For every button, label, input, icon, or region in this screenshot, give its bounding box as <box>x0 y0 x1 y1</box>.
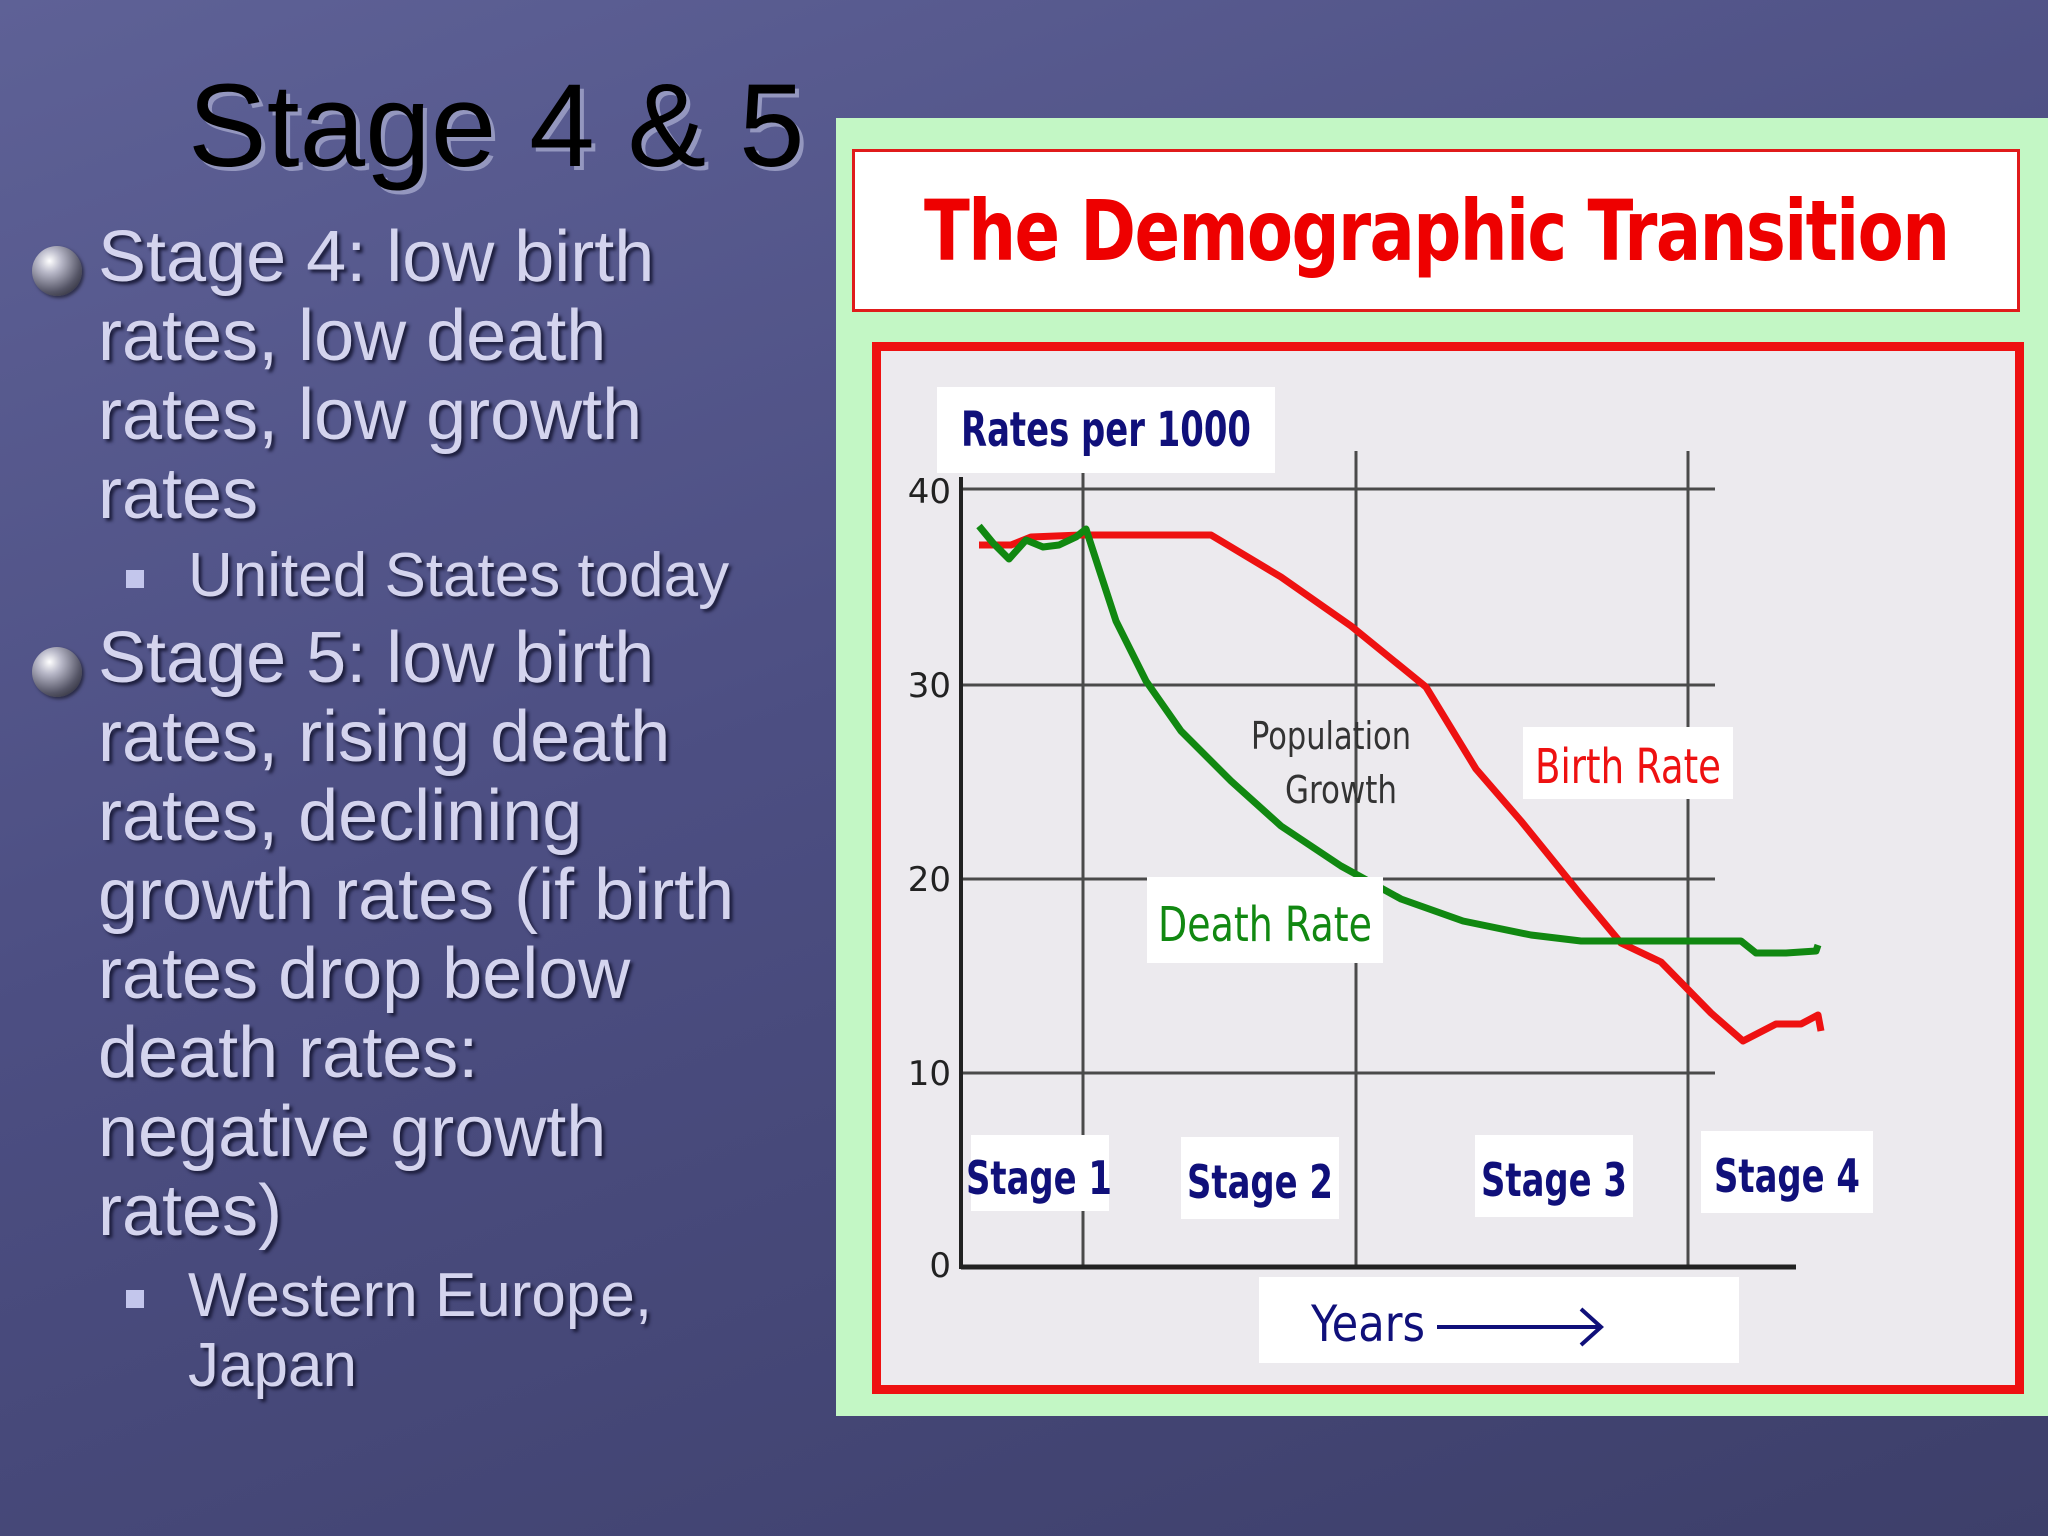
y-tick-label: 40 <box>908 472 951 512</box>
death-rate-curve <box>976 523 1822 957</box>
years-label: Years <box>1310 1295 1425 1353</box>
death-rate-label-box <box>1147 877 1383 963</box>
birth-rate-label-box <box>1523 727 1733 799</box>
gridlines <box>963 451 1715 1266</box>
slide-title: Stage 4 & 5 <box>188 60 805 192</box>
y-tick-label: 20 <box>908 860 951 900</box>
arrow-right-icon <box>1437 1307 1604 1347</box>
rates-label-box <box>937 387 1275 473</box>
bullet-line: rates, low death <box>98 296 607 376</box>
years-label-box <box>1259 1277 1739 1363</box>
bullet-line: Stage 4: low birth <box>98 217 655 297</box>
figure-title-box: The Demographic Transition <box>852 149 2020 312</box>
figure-title: The Demographic Transition <box>923 181 1950 280</box>
sphere-bullet-icon <box>32 246 82 296</box>
bullet-line: Stage 5: low birth <box>98 618 655 698</box>
sub-bullet-line: Western Europe, <box>188 1261 653 1330</box>
stage-label: Stage 1 <box>966 1151 1112 1205</box>
y-tick-label: 30 <box>908 666 951 706</box>
bullet-line: rates) <box>98 1171 283 1251</box>
bullet-line: negative growth <box>98 1092 607 1172</box>
stage-label-box <box>971 1135 1109 1211</box>
y-tick-label: 10 <box>908 1054 951 1094</box>
bullet-line: rates, declining <box>98 776 583 856</box>
rates-per-1000-label: Rates per 1000 <box>961 402 1251 458</box>
bullet-line: rates, rising death <box>98 697 671 777</box>
square-bullet-icon <box>126 1290 144 1308</box>
bullet-list: Stage 4: low birth rates, low death rate… <box>30 218 830 1401</box>
y-tick-label: 0 <box>929 1246 951 1286</box>
population-growth-label: Population <box>1251 714 1411 758</box>
bullet-line: death rates: <box>98 1013 479 1093</box>
bullet-stage-4: Stage 4: low birth rates, low death rate… <box>30 218 830 534</box>
sphere-bullet-icon <box>32 647 82 697</box>
death-rate-label: Death Rate <box>1158 897 1372 953</box>
bullet-line: rates drop below <box>98 934 631 1014</box>
chart-frame: 40 30 20 10 0 Rates per 1000 Population … <box>872 342 2024 1394</box>
bullet-line: growth rates (if birth <box>98 855 735 935</box>
birth-rate-label: Birth Rate <box>1535 739 1721 795</box>
bullet-stage-5: Stage 5: low birth rates, rising death r… <box>30 619 830 1251</box>
bullet-line: rates <box>98 454 259 534</box>
stage-label: Stage 4 <box>1714 1149 1860 1203</box>
sub-bullet-line: Japan <box>188 1331 357 1400</box>
stage-label-box <box>1475 1135 1633 1217</box>
stage-label-box <box>1181 1137 1339 1219</box>
square-bullet-icon <box>126 570 144 588</box>
sub-bullet-us: United States today <box>30 541 830 611</box>
bullet-line: rates, low growth <box>98 375 643 455</box>
demographic-transition-figure: The Demographic Transition 40 30 20 <box>836 118 2048 1416</box>
population-growth-label: Growth <box>1285 768 1397 812</box>
stage-label: Stage 2 <box>1187 1155 1333 1209</box>
sub-bullet-europe: Western Europe, Japan <box>30 1261 830 1401</box>
sub-bullet-line: United States today <box>188 541 730 610</box>
transition-diagram: 40 30 20 10 0 Rates per 1000 Population … <box>908 387 1873 1363</box>
stage-label-box <box>1701 1131 1873 1213</box>
stage-label: Stage 3 <box>1481 1153 1627 1207</box>
